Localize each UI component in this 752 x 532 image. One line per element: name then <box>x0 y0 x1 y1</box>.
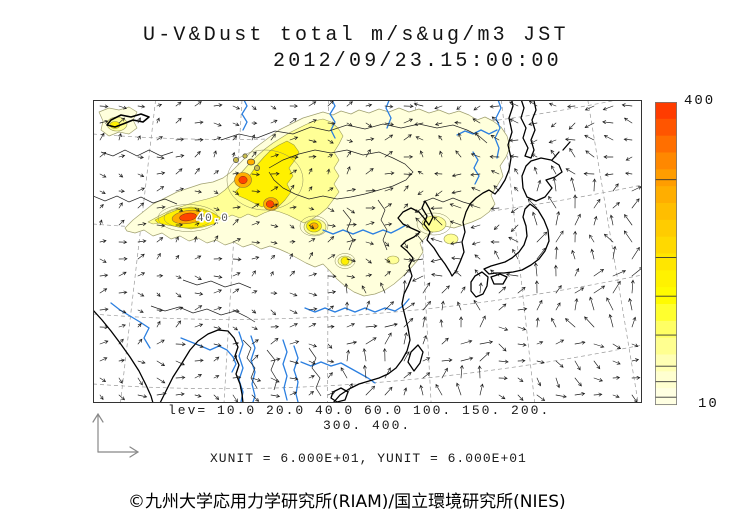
colorbar <box>655 102 678 406</box>
colorbar-segment <box>655 371 677 389</box>
copyright-text: ©九州大学応用力学研究所(RIAM)/国立環境研究所(NIES) <box>128 492 566 512</box>
wind-vector-layer <box>98 100 642 403</box>
contour-levels-text-line1: lev= 10.0 20.0 40.0 60.0 100. 150. 200. <box>168 403 551 418</box>
colorbar-segment <box>655 169 677 187</box>
colorbar-segment <box>655 236 677 255</box>
colorbar-segment <box>655 354 677 372</box>
x-axis-arrow-icon <box>97 446 140 458</box>
colorbar-segment <box>655 102 677 120</box>
plot-title: U-V&Dust total m/s&ug/m3 JST <box>143 24 569 47</box>
border-layer <box>93 123 488 397</box>
map-canvas: 40.0 <box>93 100 642 403</box>
plot-timestamp: 2012/09/23.15:00:00 <box>273 50 562 73</box>
colorbar-segment <box>655 203 677 221</box>
contour-levels-text-line2: 300. 400. <box>323 418 412 433</box>
colorbar-segment <box>655 118 677 137</box>
river-layer <box>110 100 502 403</box>
colorbar-segment <box>655 270 677 288</box>
dust-contour-layer <box>98 106 511 297</box>
map-frame <box>93 100 642 403</box>
wind-vectors <box>98 100 642 403</box>
units-text: XUNIT = 6.000E+01, YUNIT = 6.000E+01 <box>210 451 527 466</box>
contour-value-label: 40.0 <box>197 213 229 225</box>
colorbar-segment <box>655 186 677 204</box>
colorbar-segment <box>655 219 677 238</box>
colorbar-segment <box>655 337 677 356</box>
colorbar-segment <box>655 152 677 170</box>
axes-indicator <box>92 412 140 458</box>
colorbar-max-label: 400 <box>684 93 716 109</box>
colorbar-segment <box>655 320 677 339</box>
colorbar-segment <box>655 253 677 271</box>
y-axis-arrow-icon <box>92 412 104 453</box>
colorbar-segment <box>655 304 677 322</box>
colorbar-min-label: 10 <box>698 396 719 412</box>
colorbar-segment <box>655 135 677 154</box>
